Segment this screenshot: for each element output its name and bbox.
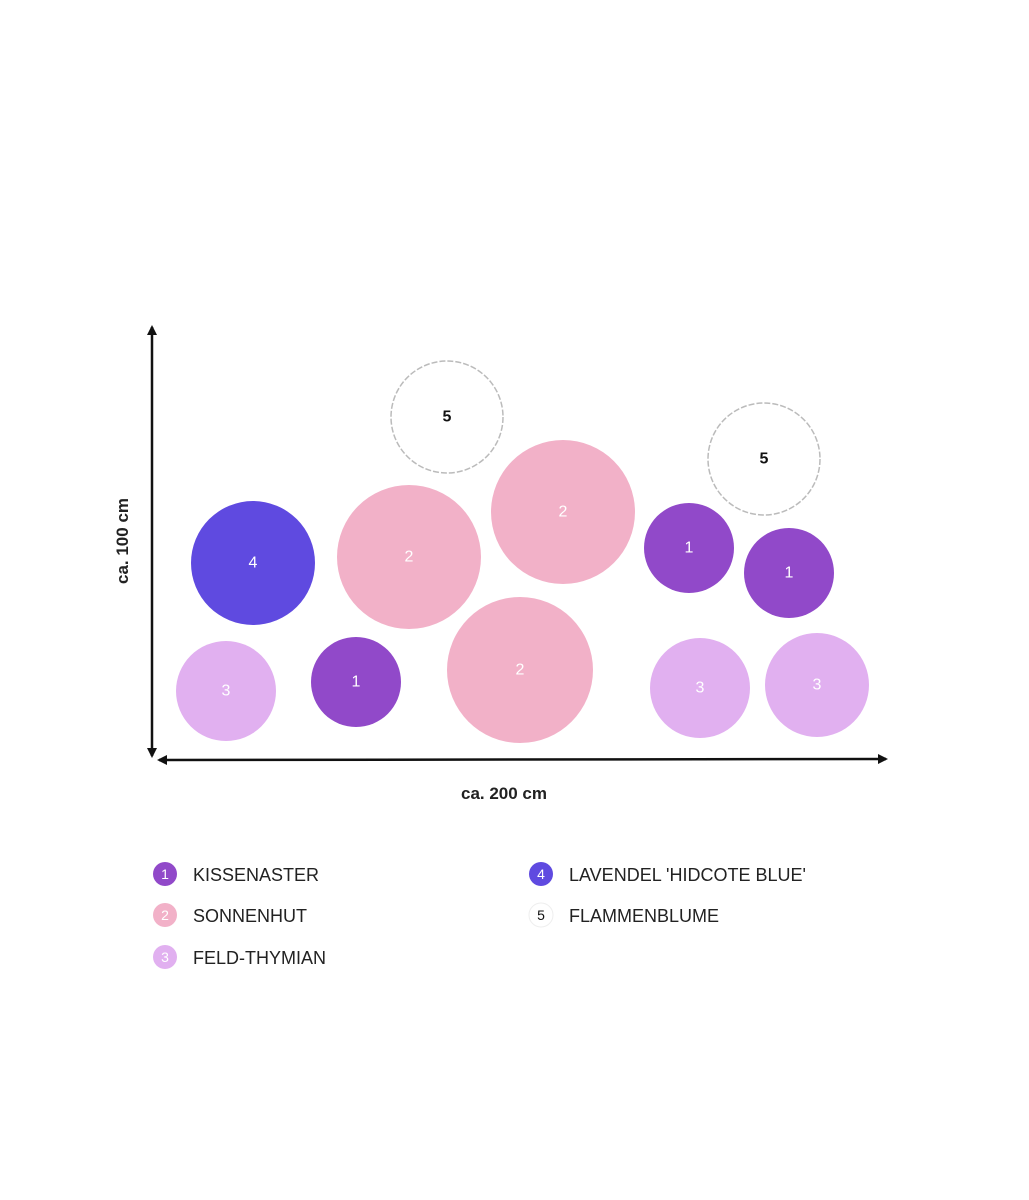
plant-sonnenhut: 2 [337,485,481,629]
svg-text:3: 3 [813,677,822,694]
plant-flammenblume: 5 [390,360,504,474]
svg-text:5: 5 [537,907,545,923]
plant-feld-thymian: 3 [176,641,276,741]
svg-text:1: 1 [685,540,694,557]
legend-item-feld-thymian: 3 FELD-THYMIAN [153,945,326,969]
svg-text:2: 2 [516,662,525,679]
svg-text:1: 1 [352,674,361,691]
svg-text:3: 3 [696,680,705,697]
svg-text:KISSENASTER: KISSENASTER [193,865,319,885]
plant-kissenaster: 1 [644,503,734,593]
plant-lavendel: 4 [191,501,315,625]
svg-text:1: 1 [785,565,794,582]
legend-item-flammenblume: 5 FLAMMENBLUME [528,902,719,928]
plant-flammenblume: 5 [707,402,821,516]
svg-text:3: 3 [161,949,169,965]
svg-text:FLAMMENBLUME: FLAMMENBLUME [569,906,719,926]
width-label: ca. 200 cm [461,784,547,803]
svg-text:SONNENHUT: SONNENHUT [193,906,307,926]
svg-text:2: 2 [161,907,169,923]
plant-sonnenhut: 2 [491,440,635,584]
svg-text:LAVENDEL 'HIDCOTE BLUE': LAVENDEL 'HIDCOTE BLUE' [569,865,806,885]
plant-sonnenhut: 2 [447,597,593,743]
svg-text:5: 5 [760,451,769,468]
svg-text:1: 1 [161,866,169,882]
width-axis-arrow [157,754,888,765]
plant-feld-thymian: 3 [650,638,750,738]
legend-item-kissenaster: 1 KISSENASTER [153,862,319,886]
svg-text:4: 4 [537,866,545,882]
svg-text:4: 4 [249,555,258,572]
legend: 1 KISSENASTER 2 SONNENHUT 3 FELD-THYMIAN… [153,862,806,969]
svg-text:FELD-THYMIAN: FELD-THYMIAN [193,948,326,968]
legend-item-lavendel: 4 LAVENDEL 'HIDCOTE BLUE' [529,862,806,886]
plant-feld-thymian: 3 [765,633,869,737]
svg-text:2: 2 [559,504,568,521]
plant-kissenaster: 1 [311,637,401,727]
legend-item-sonnenhut: 2 SONNENHUT [153,903,307,927]
height-label: ca. 100 cm [113,498,132,584]
svg-text:5: 5 [443,409,452,426]
svg-text:3: 3 [222,683,231,700]
plant-kissenaster: 1 [744,528,834,618]
svg-text:2: 2 [405,549,414,566]
